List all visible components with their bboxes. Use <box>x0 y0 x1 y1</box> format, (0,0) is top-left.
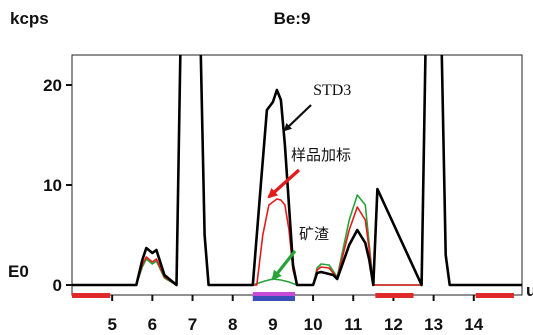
baseline-segment <box>72 293 111 298</box>
chart-title: Be:9 <box>274 9 311 28</box>
x-tick-label: 9 <box>268 315 277 334</box>
annotation-arrow <box>283 104 312 132</box>
y-tick-label: 20 <box>43 76 62 95</box>
x-tick-label: 6 <box>148 315 157 334</box>
x-tick-label: 5 <box>107 315 116 334</box>
series-line-std3 <box>72 55 522 287</box>
baseline-segment <box>252 296 295 301</box>
series-line-slag <box>72 55 522 286</box>
plot-frame <box>71 54 523 296</box>
annotation-label: 样品加标 <box>291 146 351 164</box>
y-axis-unit-label: kcps <box>10 9 49 28</box>
x-tick-label: 10 <box>304 315 323 334</box>
annotation-arrow <box>271 250 297 281</box>
annotation-label: STD3 <box>313 82 351 99</box>
x-tick-label: 7 <box>188 315 197 334</box>
x-tick-label: 13 <box>424 315 443 334</box>
y-tick-label: 10 <box>43 176 62 195</box>
x-tick-label: 8 <box>228 315 237 334</box>
baseline-band <box>252 292 295 297</box>
x-tick-label: 14 <box>464 315 483 334</box>
x-tick-label: 12 <box>384 315 403 334</box>
annotation-arrow <box>267 168 301 199</box>
x-tick-label: 11 <box>344 315 362 334</box>
series-line-spiked-sample <box>72 55 522 286</box>
annotation-label: 矿渣 <box>299 225 329 243</box>
y-tick-label: 0 <box>53 276 62 295</box>
y-axis-e0-label: E0 <box>8 262 29 281</box>
x-axis-unit-label: u <box>526 281 533 300</box>
baseline-segment <box>475 293 514 298</box>
baseline-segment <box>375 293 414 298</box>
